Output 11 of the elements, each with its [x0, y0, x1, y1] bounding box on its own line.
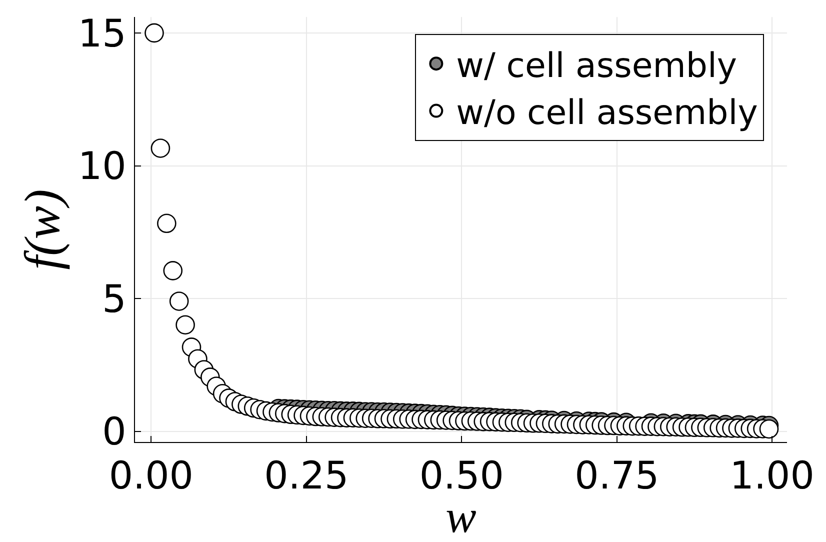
x-tick-label: 0.00 [108, 454, 194, 498]
y-tick-label: 15 [78, 11, 126, 56]
x-tick-label: 0.75 [574, 454, 660, 498]
y-axis-title: f(w) [14, 189, 70, 270]
x-tick-label: 1.00 [730, 454, 814, 498]
y-tick-label: 0 [102, 410, 126, 454]
legend-label: w/o cell assembly [456, 93, 758, 134]
y-tick-label: 5 [102, 276, 126, 321]
x-tick-label: 0.25 [264, 454, 349, 498]
legend-label: w/ cell assembly [456, 46, 738, 86]
y-tick-label: 10 [78, 144, 126, 188]
